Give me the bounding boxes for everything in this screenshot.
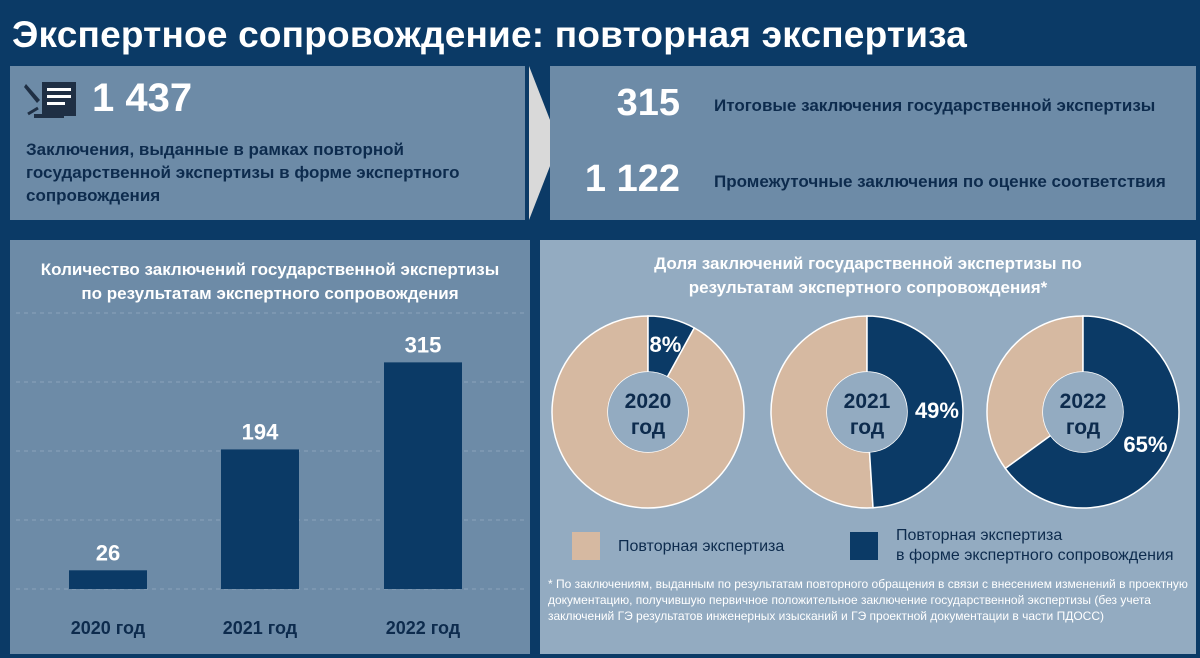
document-pen-icon [24, 82, 76, 118]
bar-chart-title: Количество заключений государственной эк… [40, 260, 500, 303]
bar-category-label: 2022 год [386, 618, 461, 638]
final-conclusions-count: 315 [616, 82, 680, 124]
page-title: Экспертное сопровождение: повторная эксп… [12, 14, 968, 55]
donut-year-suffix: год [631, 416, 665, 439]
legend-swatch-repeat [572, 532, 600, 560]
donut-chart-panel: Доля заключений государственной эксперти… [540, 240, 1196, 654]
bar-chart-panel: Количество заключений государственной эк… [10, 240, 530, 654]
summary-total-card: 1 437 Заключения, выданные в рамках повт… [10, 66, 530, 220]
donut-hole [608, 372, 688, 452]
summary-breakdown-card: 315 Итоговые заключения государственной … [550, 66, 1196, 220]
interim-conclusions-label: Промежуточные заключения по оценке соотв… [714, 172, 1166, 191]
donut-year-label: 2020 [625, 390, 672, 413]
bar-chart: 26 2020 год 194 2021 год 315 2022 год [16, 312, 524, 638]
donut-share-label: 65% [1123, 432, 1167, 457]
donut-share-label: 49% [915, 398, 959, 423]
legend-label-support-line2: в форме экспертного сопровождения [896, 547, 1174, 564]
legend-swatch-support [850, 532, 878, 560]
legend-label-repeat: Повторная экспертиза [618, 538, 785, 555]
bar-category-label: 2021 год [223, 618, 298, 638]
bar-value-label: 26 [96, 540, 120, 565]
interim-conclusions-count: 1 122 [584, 158, 680, 200]
donut-hole [1043, 372, 1123, 452]
donut-charts: 2020 год 8% 2021 год 49% 2022 год 65% [551, 315, 1180, 509]
donut-share-label: 8% [650, 332, 682, 357]
final-conclusions-label: Итоговые заключения государственной эксп… [714, 96, 1156, 115]
footnote: * По заключениям, выданным по результата… [548, 577, 1188, 623]
bar [69, 570, 147, 589]
summary-panel: 1 437 Заключения, выданные в рамках повт… [10, 66, 1196, 220]
total-description: Заключения, выданные в рамках повторной … [26, 140, 460, 205]
bar [221, 449, 299, 589]
bar-category-label: 2020 год [71, 618, 146, 638]
legend-label-support: Повторная экспертиза в форме экспертного… [896, 526, 1174, 566]
donut-year-label: 2022 [1060, 390, 1107, 413]
total-count: 1 437 [92, 76, 193, 120]
donut-hole [827, 372, 907, 452]
donut-year-suffix: год [1066, 416, 1100, 439]
bar [384, 362, 462, 589]
donut-year-label: 2021 [844, 390, 891, 413]
donut-year-suffix: год [850, 416, 884, 439]
bar-value-label: 194 [242, 419, 279, 444]
donut-chart-title: Доля заключений государственной эксперти… [654, 254, 1082, 297]
legend-label-support-line1: Повторная экспертиза [896, 527, 1063, 544]
bar-value-label: 315 [405, 332, 442, 357]
